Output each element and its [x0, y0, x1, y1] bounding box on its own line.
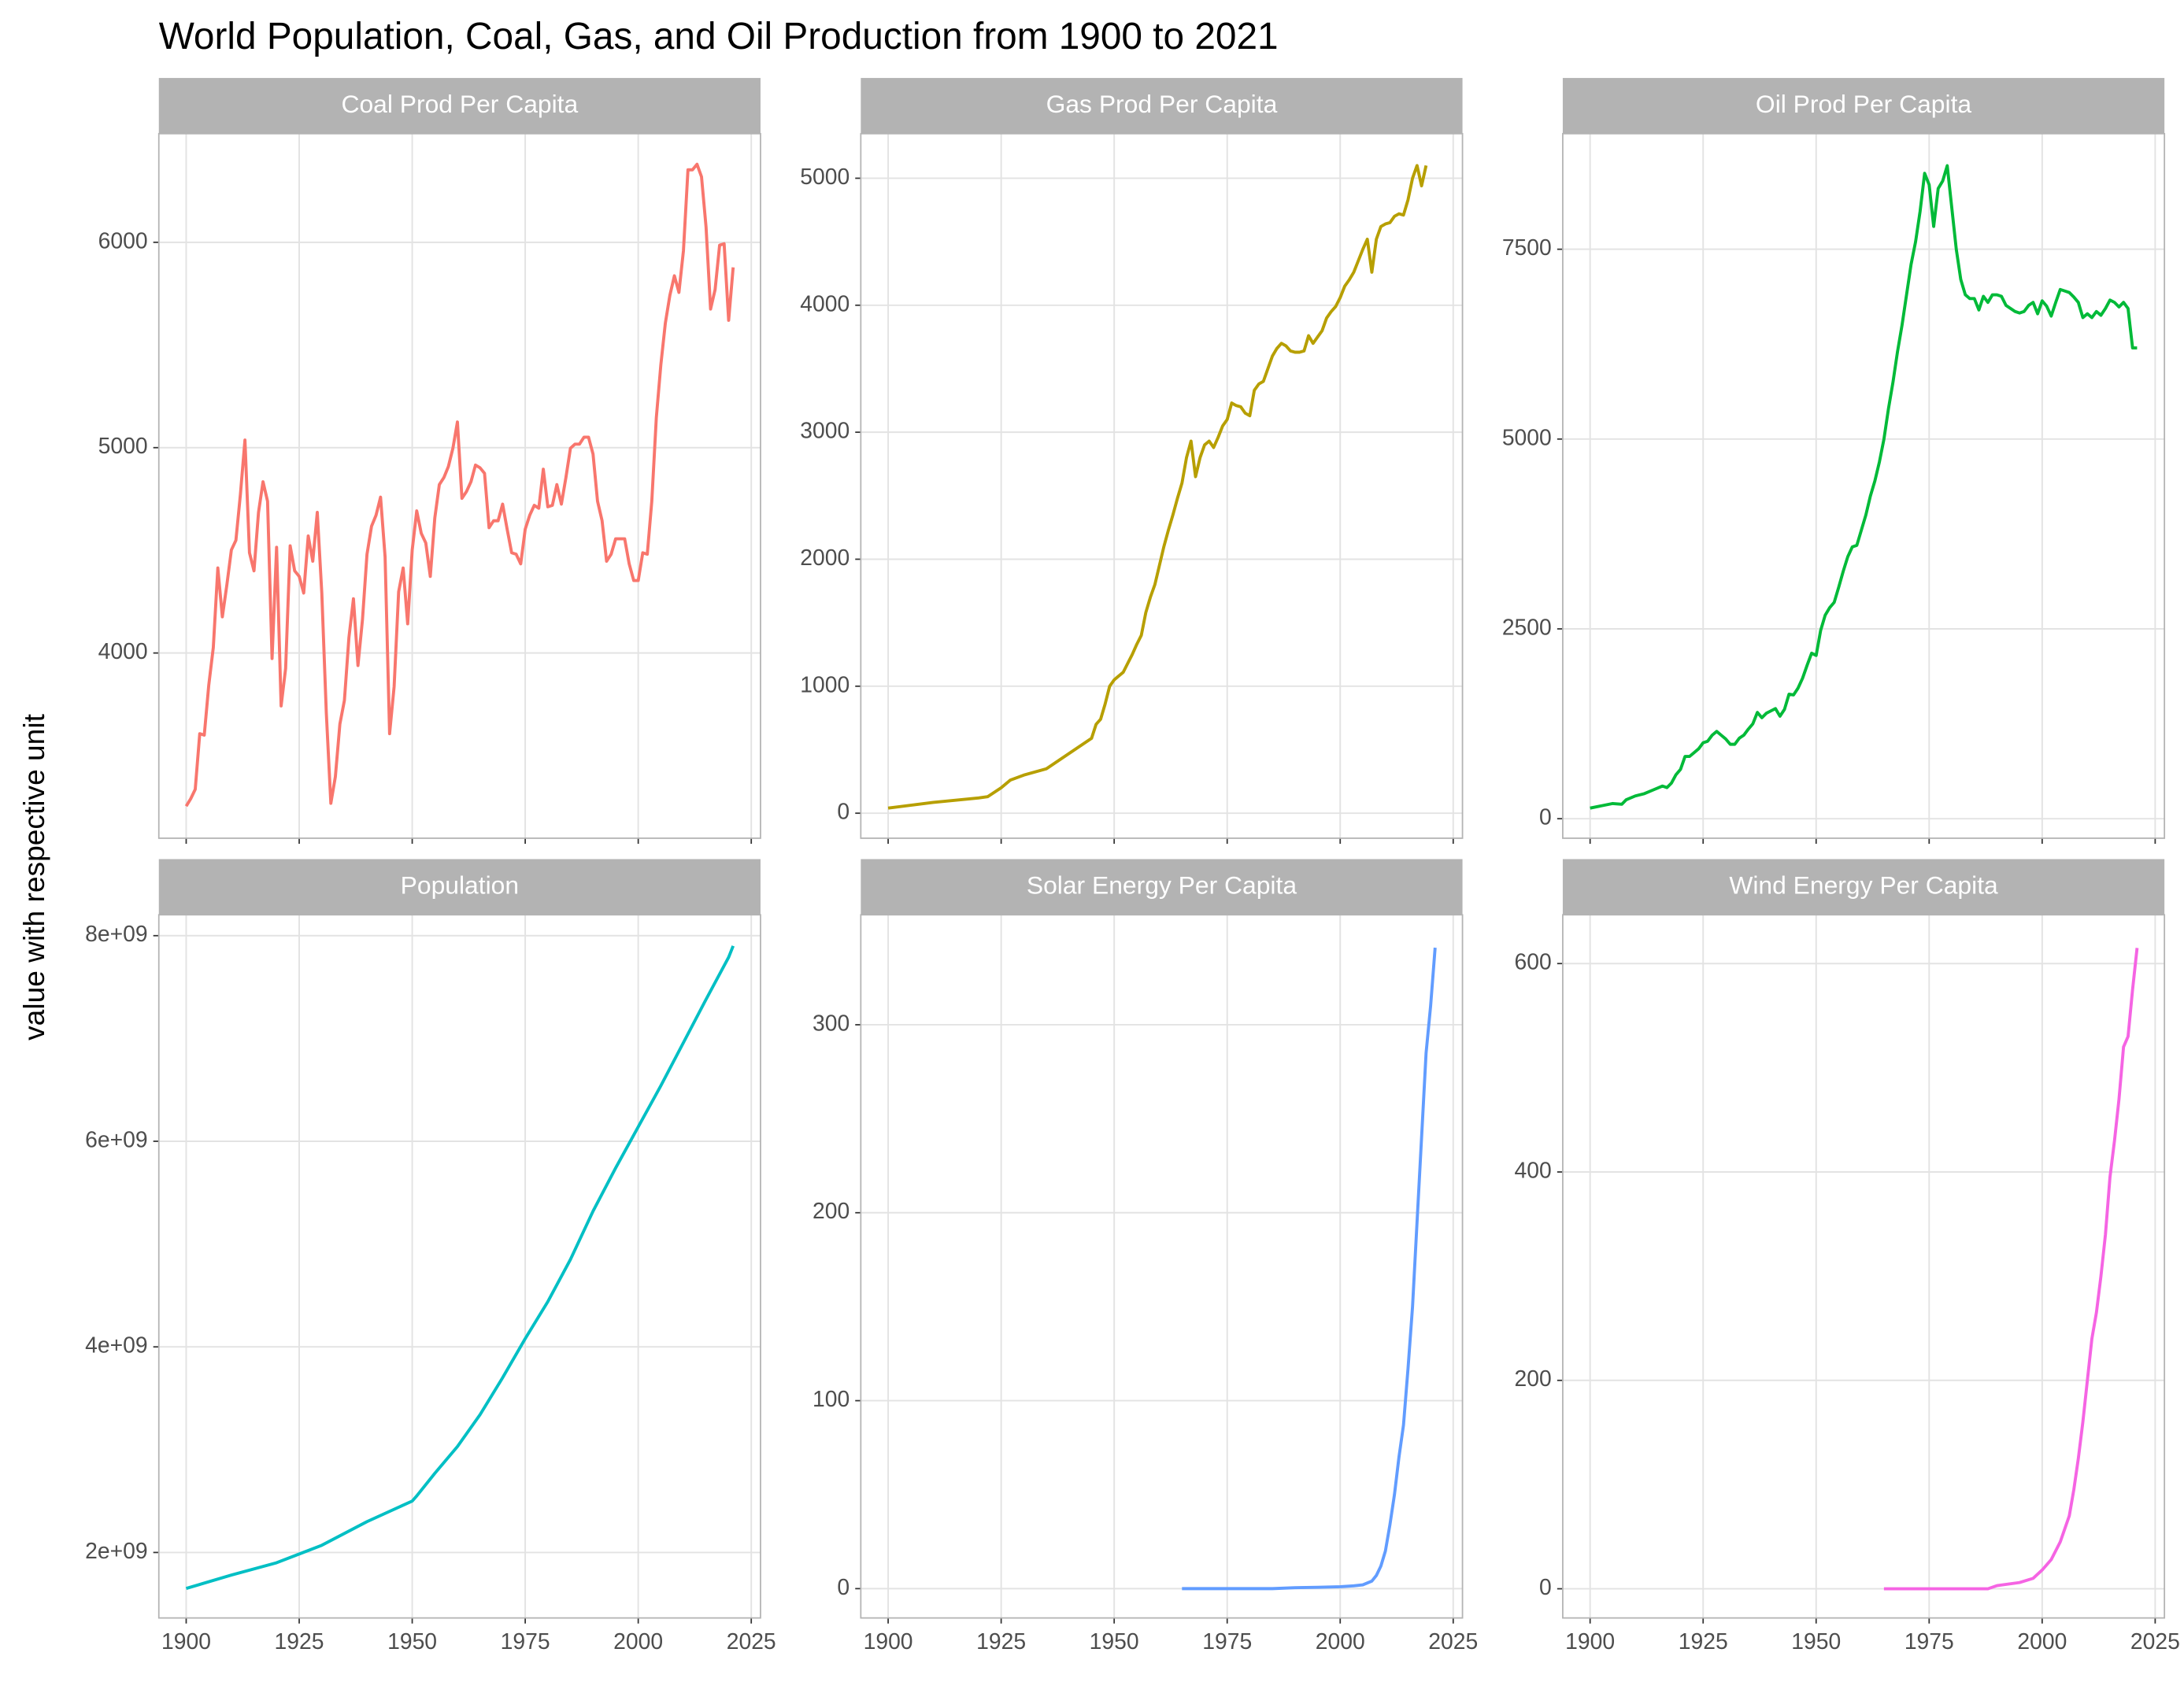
y-tick-label: 300 — [813, 1010, 850, 1035]
x-tick-label: 2000 — [613, 1628, 663, 1654]
x-tick-label: 2000 — [1316, 1628, 1365, 1654]
data-line — [184, 162, 735, 808]
data-line — [887, 164, 1428, 810]
strip-label: Wind Energy Per Capita — [1729, 871, 1998, 899]
x-tick-label: 2025 — [727, 1628, 776, 1654]
strip — [1562, 859, 2165, 915]
panel-border — [1562, 132, 2166, 839]
x-tick-label: 1950 — [387, 1628, 437, 1654]
strip-label: Population — [401, 871, 519, 899]
x-tick-label: 1950 — [1090, 1628, 1139, 1654]
y-axis-label: value with respective unit — [17, 713, 50, 1040]
y-tick-label: 600 — [1515, 949, 1552, 974]
panel-border — [1562, 914, 2166, 1619]
y-tick-label: 2500 — [1502, 614, 1552, 639]
x-tick-label: 1975 — [1905, 1628, 1954, 1654]
y-tick-label: 2000 — [800, 545, 850, 570]
data-line — [185, 945, 735, 1591]
y-tick-label: 3000 — [800, 418, 850, 443]
data-line — [1883, 948, 2139, 1591]
x-tick-label: 1900 — [1565, 1628, 1615, 1654]
x-tick-label: 1975 — [501, 1628, 550, 1654]
y-tick-label: 2e+09 — [85, 1538, 147, 1563]
y-tick-label: 7500 — [1502, 235, 1552, 260]
x-tick-label: 1925 — [275, 1628, 324, 1654]
x-tick-label: 1900 — [864, 1628, 913, 1654]
x-tick-label: 2000 — [2017, 1628, 2067, 1654]
strip — [158, 859, 761, 915]
strip — [158, 78, 761, 134]
panel-border — [157, 914, 761, 1619]
strip-label: Oil Prod Per Capita — [1756, 90, 1971, 118]
y-tick-label: 5000 — [1502, 424, 1552, 449]
x-tick-label: 1950 — [1791, 1628, 1841, 1654]
data-line — [1182, 947, 1437, 1591]
panel-border — [860, 914, 1464, 1619]
x-tick-label: 2025 — [2130, 1628, 2180, 1654]
y-tick-label: 5000 — [98, 433, 148, 458]
y-tick-label: 200 — [813, 1198, 850, 1223]
strip-label: Coal Prod Per Capita — [341, 90, 578, 118]
y-tick-label: 1000 — [800, 671, 850, 697]
y-tick-label: 6e+09 — [85, 1126, 147, 1152]
panel-border — [157, 132, 761, 839]
chart-title: World Population, Coal, Gas, and Oil Pro… — [159, 16, 1279, 57]
x-tick-label: 1925 — [1679, 1628, 1728, 1654]
y-tick-label: 0 — [1539, 804, 1552, 830]
strip — [861, 859, 1463, 915]
strip-label: Solar Energy Per Capita — [1027, 871, 1297, 899]
panel-border — [860, 132, 1464, 839]
y-tick-label: 4000 — [98, 638, 148, 664]
x-tick-label: 1900 — [161, 1628, 211, 1654]
x-tick-label: 1925 — [976, 1628, 1026, 1654]
y-tick-label: 6000 — [98, 227, 148, 253]
y-tick-label: 100 — [813, 1386, 850, 1411]
y-tick-label: 4e+09 — [85, 1333, 147, 1358]
y-tick-label: 5000 — [800, 164, 850, 189]
y-tick-label: 0 — [837, 799, 850, 824]
y-tick-label: 8e+09 — [85, 921, 147, 946]
y-tick-label: 4000 — [800, 290, 850, 316]
data-line — [1590, 164, 2138, 810]
x-tick-label: 1975 — [1202, 1628, 1252, 1654]
y-tick-label: 0 — [837, 1574, 850, 1599]
y-tick-label: 400 — [1515, 1157, 1552, 1182]
strip-label: Gas Prod Per Capita — [1046, 90, 1278, 118]
strip — [1562, 78, 2165, 134]
strip — [861, 78, 1463, 134]
x-tick-label: 2025 — [1428, 1628, 1478, 1654]
y-tick-label: 0 — [1539, 1574, 1552, 1599]
y-tick-label: 200 — [1515, 1366, 1552, 1391]
